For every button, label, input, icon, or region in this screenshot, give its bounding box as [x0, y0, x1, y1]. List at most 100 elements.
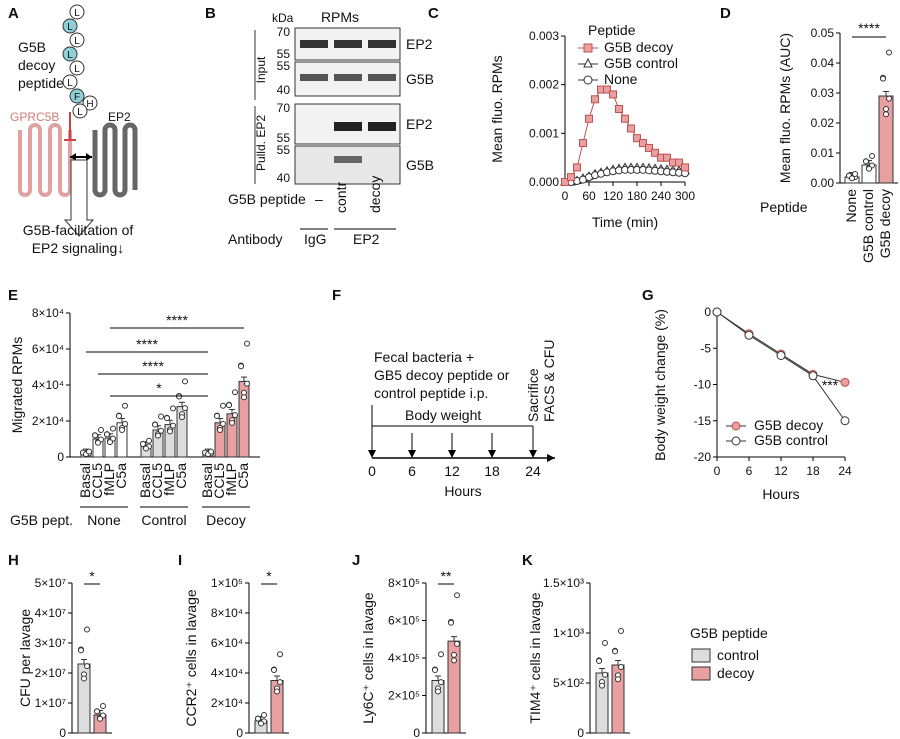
data-point — [97, 715, 103, 722]
sig-label: **** — [166, 312, 188, 328]
category-label: C5a — [235, 463, 251, 489]
f-tick-head — [408, 450, 416, 458]
y-axis-label: Mean fluo. RPMs (AUC) — [777, 33, 793, 183]
series-line — [716, 311, 846, 422]
data-point — [618, 628, 624, 634]
data-point — [866, 165, 872, 172]
data-point — [432, 667, 438, 673]
f-tick-label: 12 — [444, 463, 460, 479]
point-decoy — [645, 143, 653, 152]
data-point — [110, 425, 116, 432]
residue-label: L — [67, 78, 73, 89]
peptide-none: – — [315, 191, 323, 207]
y-tick-label: 8×10⁴ — [211, 606, 243, 620]
group-input: Input — [254, 56, 268, 83]
data-point — [886, 95, 892, 102]
point-decoy — [573, 163, 581, 172]
category-label: C5a — [173, 463, 189, 489]
peptide-decoy: decoy — [367, 176, 383, 213]
f-tick-head — [368, 450, 376, 458]
y-tick-label: 8×10⁴ — [32, 306, 64, 320]
kda-marker: 40 — [277, 171, 291, 185]
group-axis-label: G5B pept. — [10, 512, 73, 528]
y-tick-label: 0.001 — [529, 126, 559, 140]
legend-hk-decoy: decoy — [717, 665, 754, 681]
y-tick-label: 4×10⁴ — [32, 378, 64, 392]
panel-letter-b: B — [205, 5, 216, 22]
y-tick-label: 2×10⁴ — [32, 414, 64, 428]
residue-circle — [69, 4, 85, 20]
y-tick-label: 4×10⁵ — [388, 651, 420, 665]
data-point — [274, 688, 280, 695]
data-point — [226, 402, 232, 409]
x-tick-label: 24 — [838, 464, 852, 478]
y-tick-label: -10 — [694, 378, 712, 392]
data-point — [261, 712, 267, 718]
x-tick-label: 180 — [627, 189, 647, 203]
residue-label: F — [74, 92, 80, 103]
data-point — [143, 445, 149, 452]
down-arrow — [63, 159, 95, 237]
data-point — [146, 437, 152, 444]
data-point — [271, 667, 277, 673]
point-decoy — [651, 148, 659, 157]
x-tick-label: 6 — [746, 464, 753, 478]
point-decoy — [639, 139, 647, 148]
data-point — [84, 626, 90, 633]
category-label: G5B control — [860, 189, 876, 263]
data-point — [104, 431, 110, 438]
legend-label: None — [604, 71, 638, 87]
y-tick-label: 0.00 — [811, 176, 835, 190]
y-tick-label: 2×10⁷ — [35, 666, 66, 680]
category-label: C5a — [113, 463, 129, 489]
blot-name: G5B — [406, 157, 434, 173]
category-label: fMLP — [101, 463, 117, 496]
group-label: Control — [141, 512, 186, 528]
data-point — [98, 427, 104, 433]
y-axis-label: Migrated RPMs — [9, 337, 25, 433]
data-point — [255, 715, 261, 722]
data-point — [438, 679, 444, 686]
data-point — [122, 420, 128, 427]
legend-hk-title: G5B peptide — [690, 625, 768, 641]
residue-label: L — [67, 50, 73, 61]
data-point — [744, 330, 754, 340]
panel-letter-d: D — [720, 5, 731, 22]
data-point — [122, 402, 128, 409]
residue-circle — [82, 95, 98, 111]
sig-label: ** — [441, 568, 452, 584]
residue-circle — [69, 88, 85, 104]
group-label: None — [87, 512, 121, 528]
point-decoy — [579, 139, 587, 148]
point-decoy — [567, 173, 575, 182]
group-pulld: Pulld. EP2 — [254, 115, 268, 171]
y-tick-label: 0 — [704, 305, 711, 319]
data-point — [886, 49, 892, 56]
y-tick-label: 8×10⁵ — [388, 576, 420, 590]
legend-hk-swatch-decoy — [691, 666, 711, 681]
data-point — [618, 664, 624, 671]
point-decoy — [561, 178, 569, 186]
kda-marker: 40 — [277, 83, 291, 97]
data-point — [776, 351, 786, 360]
data-point — [232, 412, 238, 419]
panel-letters: A B C D E F G H I J K — [8, 5, 731, 569]
data-point — [176, 393, 182, 400]
data-point — [451, 657, 457, 664]
data-point — [435, 688, 441, 695]
arrowheads — [70, 153, 92, 161]
point-decoy — [609, 90, 617, 99]
data-point — [140, 441, 146, 448]
x-tick-label: 12 — [774, 464, 788, 478]
peptide-row-label: G5B peptide — [228, 191, 306, 207]
point-decoy — [675, 158, 683, 167]
data-point — [167, 428, 173, 435]
data-point — [454, 640, 460, 647]
data-point — [451, 651, 457, 658]
data-point — [448, 619, 454, 626]
blot-name: EP2 — [406, 116, 433, 132]
y-tick-label: 2×10⁵ — [388, 689, 420, 703]
data-point — [217, 426, 223, 433]
residue-circle — [62, 46, 78, 62]
y-tick-label: 4×10⁷ — [35, 606, 66, 620]
